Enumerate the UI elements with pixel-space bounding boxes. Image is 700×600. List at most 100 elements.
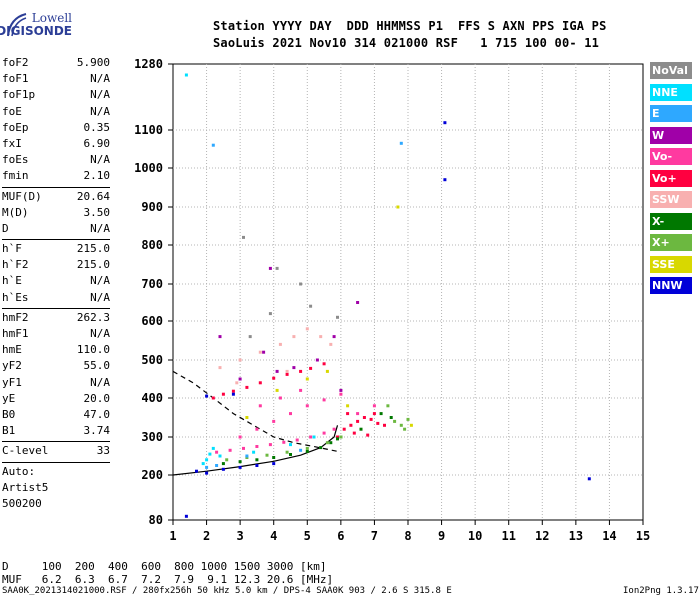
x-tick-label: 7 [371,529,378,543]
x-tick-label: 4 [270,529,277,543]
y-tick-label: 500 [141,353,163,367]
data-point-w [275,369,279,373]
param-value: 3.74 [83,424,111,438]
param-label: MUF(D) [2,189,42,203]
x-tick-label: 6 [337,529,344,543]
x-tick-label: 15 [636,529,650,543]
muf-row: MUF 6.2 6.3 6.7 7.2 7.9 9.1 12.3 20.6 [M… [2,573,334,586]
param-row: h`F2 215.0 [2,258,110,274]
param-label: yF2 [2,359,22,373]
data-point-e [399,141,403,145]
data-point-w [339,388,343,392]
param-label: C-level [2,444,49,458]
data-point-sse [409,423,413,427]
param-label: foEp [2,120,29,134]
param-row: hmE 110.0 [2,343,110,359]
data-point-sse [346,404,350,408]
data-point-vo [342,427,346,431]
data-point-x [406,417,410,421]
legend-item-nnw: NNW [650,277,692,294]
data-point-nnw [443,178,447,182]
param-row: hmF1 N/A [2,327,110,343]
param-label: yF1 [2,375,22,389]
footer-version: Ion2Png 1.3.17 [623,586,699,596]
data-point-noval [268,312,272,316]
param-value: 215.0 [76,258,110,272]
param-row: D N/A [2,222,110,238]
param-row: foF1p N/A [2,88,110,104]
data-point-sse [245,416,249,419]
data-point-vo [376,421,380,425]
data-point-w [292,366,296,370]
data-point-vo [272,419,276,423]
data-point-vo [221,392,225,396]
data-point-nnw [255,464,259,467]
param-label: hmF2 [2,310,29,324]
x-tick-label: 14 [602,529,616,543]
data-point-vo [255,427,259,431]
y-tick-label: 1000 [134,161,163,175]
data-point-vo [383,423,386,427]
param-value: 262.3 [76,310,110,324]
logo-top-text: Lowell [31,11,72,25]
data-point-vo [322,398,326,402]
legend-item-sse: SSE [650,255,692,273]
data-point-e [215,464,219,467]
data-point-noval [336,315,339,319]
data-point-vo [336,435,339,439]
data-point-w [315,358,319,362]
data-point-nnw [205,394,209,398]
data-point-vo [309,435,313,439]
legend-item-x: X+ [650,234,692,251]
data-point-ssw [278,342,282,346]
param-label: h`E [2,274,22,288]
data-point-x [336,437,339,441]
param-divider [2,186,110,188]
legend: NoVal NNE E W Vo- Vo+ SSW X- X+ SSE NNW [650,62,692,299]
param-row: foE N/A [2,105,110,121]
data-point-nnw [231,392,235,396]
data-point-nnw [195,469,198,473]
data-point-sse [396,205,400,209]
data-point-nnw [443,121,447,125]
y-tick-label: 200 [141,468,163,482]
data-point-nne [184,73,188,77]
legend-item-noval: NoVal [650,62,692,79]
autoscale-text: Artist5 [2,480,49,494]
param-row: C-level 33 [2,444,110,460]
data-point-vo [352,431,356,435]
param-row: yF1 N/A [2,376,110,392]
data-point-x [225,458,229,462]
x-tick-label: 8 [404,529,411,543]
data-point-x [379,412,383,416]
data-point-vo [272,376,276,380]
y-tick-label: 1100 [134,123,163,137]
x-tick-label: 9 [438,529,445,543]
legend-item-w: W [650,126,692,144]
data-point-vo [268,443,272,447]
data-point-x [329,441,333,445]
param-row: h`F 215.0 [2,242,110,258]
param-divider [2,307,110,309]
data-point-x [285,450,289,454]
param-value: 3.50 [83,205,111,219]
data-point-e [205,465,209,469]
data-point-vo [349,423,353,427]
y-tick-label: 600 [141,314,163,328]
param-value: 47.0 [83,407,111,421]
data-point-ssw [235,381,239,385]
data-point-vo [215,450,219,454]
data-point-ssw [319,335,323,339]
param-label: M(D) [2,205,29,219]
data-point-noval [242,235,245,239]
data-point-x [305,449,309,453]
data-point-nne [252,450,256,454]
y-tick-label: 900 [141,200,163,214]
data-point-vo [255,445,259,448]
param-label: h`F2 [2,258,29,272]
param-value: N/A [90,88,110,102]
data-point-ssw [238,358,242,362]
data-point-nne [208,452,212,456]
data-point-x [289,453,292,456]
data-point-sse [275,388,279,392]
